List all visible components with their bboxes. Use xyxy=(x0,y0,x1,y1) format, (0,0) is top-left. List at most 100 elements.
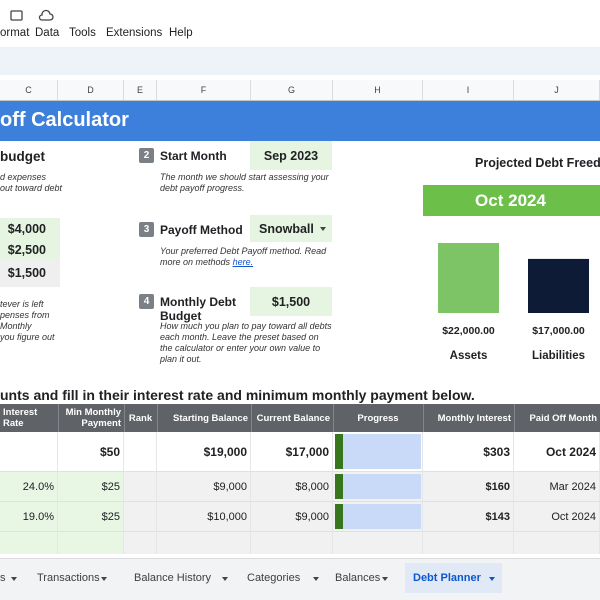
active-sheet-tab[interactable]: Debt Planner xyxy=(413,572,481,584)
sheet-tab[interactable]: Balances xyxy=(335,572,381,584)
column-header[interactable]: D xyxy=(58,80,124,100)
table-cell[interactable] xyxy=(124,432,157,472)
menu-item[interactable]: Data xyxy=(35,27,60,39)
menu-item[interactable]: Help xyxy=(169,27,193,39)
table-cell[interactable]: Mar 2024 xyxy=(514,472,600,502)
table-cell[interactable]: $9,000 xyxy=(251,502,333,532)
sheet-tab[interactable]: Balance History xyxy=(134,572,212,584)
column-header[interactable]: C xyxy=(0,80,58,100)
table-cell[interactable]: $25 xyxy=(58,502,124,532)
budget-value[interactable]: $1,500 xyxy=(0,259,60,287)
table-cell[interactable] xyxy=(0,432,58,472)
folder-icon[interactable] xyxy=(10,10,23,21)
empty-cell xyxy=(514,532,600,554)
empty-cell xyxy=(333,532,423,554)
cloud-icon[interactable] xyxy=(38,9,54,21)
budget-note: tever is left xyxy=(0,299,44,309)
table-cell[interactable] xyxy=(124,472,157,502)
step-value[interactable]: Snowball xyxy=(250,215,332,242)
empty-cell xyxy=(124,532,157,554)
progress-fill xyxy=(335,434,343,469)
step-title: Start Month xyxy=(160,149,227,163)
table-cell[interactable]: 24.0% xyxy=(0,472,58,502)
tab-menu-arrow[interactable] xyxy=(313,577,319,581)
table-header: Current Balance xyxy=(251,404,334,432)
step-description: How much you plan to pay toward all debt… xyxy=(160,321,332,365)
table-cell[interactable]: $9,000 xyxy=(157,472,251,502)
budget-heading: budget xyxy=(0,149,45,164)
bar-category-label: Liabilities xyxy=(532,350,585,362)
freedom-date: Oct 2024 xyxy=(475,191,546,210)
menu-item[interactable]: ormat xyxy=(0,27,30,39)
dropdown-arrow[interactable] xyxy=(320,227,326,231)
table-cell[interactable]: $17,000 xyxy=(251,432,333,472)
budget-value[interactable]: $4,000 xyxy=(0,218,60,240)
description-text: The month we should start assessing your… xyxy=(160,172,329,193)
bar-category-label: Assets xyxy=(450,350,488,362)
column-header[interactable]: G xyxy=(251,80,333,100)
tab-menu-arrow[interactable] xyxy=(382,577,388,581)
sheet-tab[interactable]: Categories xyxy=(247,572,301,584)
banner-title: off Calculator xyxy=(0,109,129,131)
table-header: Progress xyxy=(333,404,424,432)
step-number: 4 xyxy=(139,294,154,309)
freedom-banner xyxy=(423,185,600,216)
menu-item[interactable]: Tools xyxy=(69,27,96,39)
table-cell[interactable]: $10,000 xyxy=(157,502,251,532)
step-number: 2 xyxy=(139,148,154,163)
tab-menu-arrow[interactable] xyxy=(101,577,107,581)
table-cell[interactable]: $160 xyxy=(423,472,514,502)
empty-cell xyxy=(0,532,58,554)
table-cell[interactable]: $50 xyxy=(58,432,124,472)
budget-note: d expenses xyxy=(0,172,47,182)
bar xyxy=(528,258,589,313)
empty-cell xyxy=(251,532,333,554)
table-cell[interactable]: Oct 2024 xyxy=(514,502,600,532)
sheet-tab[interactable]: Transactions xyxy=(37,572,100,584)
table-header: Rank xyxy=(124,404,158,432)
banner xyxy=(0,101,600,141)
menu-item[interactable]: Extensions xyxy=(106,27,163,39)
progress-track xyxy=(335,504,421,529)
budget-value[interactable]: $2,500 xyxy=(0,240,60,259)
step-number: 3 xyxy=(139,222,154,237)
table-cell[interactable]: $8,000 xyxy=(251,472,333,502)
table-cell[interactable]: $19,000 xyxy=(157,432,251,472)
column-header[interactable]: I xyxy=(423,80,514,100)
budget-note: out toward debt xyxy=(0,183,63,193)
budget-note: penses from xyxy=(0,310,50,320)
tab-menu-arrow[interactable] xyxy=(11,577,17,581)
sheet-tab[interactable]: s xyxy=(0,572,6,584)
table-header: Monthly Interest xyxy=(423,404,515,432)
tab-menu-arrow[interactable] xyxy=(222,577,228,581)
progress-fill xyxy=(335,504,343,529)
column-header[interactable]: H xyxy=(333,80,423,100)
budget-note: you figure out xyxy=(0,332,55,342)
table-cell[interactable]: 19.0% xyxy=(0,502,58,532)
description-link[interactable]: here. xyxy=(232,257,254,267)
description-text: Your preferred Debt Payoff method. Read … xyxy=(160,246,327,267)
column-header[interactable]: F xyxy=(157,80,251,100)
column-header-row xyxy=(0,80,600,101)
bar-value-label: $17,000.00 xyxy=(532,325,585,337)
toolbar-icons xyxy=(10,9,54,21)
step-value[interactable]: Sep 2023 xyxy=(250,141,332,170)
table-cell[interactable]: $25 xyxy=(58,472,124,502)
tab-menu-arrow[interactable] xyxy=(489,577,495,581)
progress-track xyxy=(335,434,421,469)
budget-note: Monthly xyxy=(0,321,32,331)
table-header: Paid Off Month xyxy=(514,404,600,432)
table-cell[interactable]: $303 xyxy=(423,432,514,472)
table-cell[interactable]: Oct 2024 xyxy=(514,432,600,472)
table-cell[interactable] xyxy=(124,502,157,532)
step-description: The month we should start assessing your… xyxy=(160,172,332,194)
column-header[interactable]: E xyxy=(124,80,157,100)
step-value[interactable]: $1,500 xyxy=(250,287,332,316)
column-header[interactable]: J xyxy=(514,80,600,100)
step-title: Monthly Debt Budget xyxy=(160,295,236,323)
step-description: Your preferred Debt Payoff method. Read … xyxy=(160,246,332,268)
table-header: Starting Balance xyxy=(157,404,252,432)
section-heading: unts and fill in their interest rate and… xyxy=(0,387,475,403)
table-cell[interactable]: $143 xyxy=(423,502,514,532)
